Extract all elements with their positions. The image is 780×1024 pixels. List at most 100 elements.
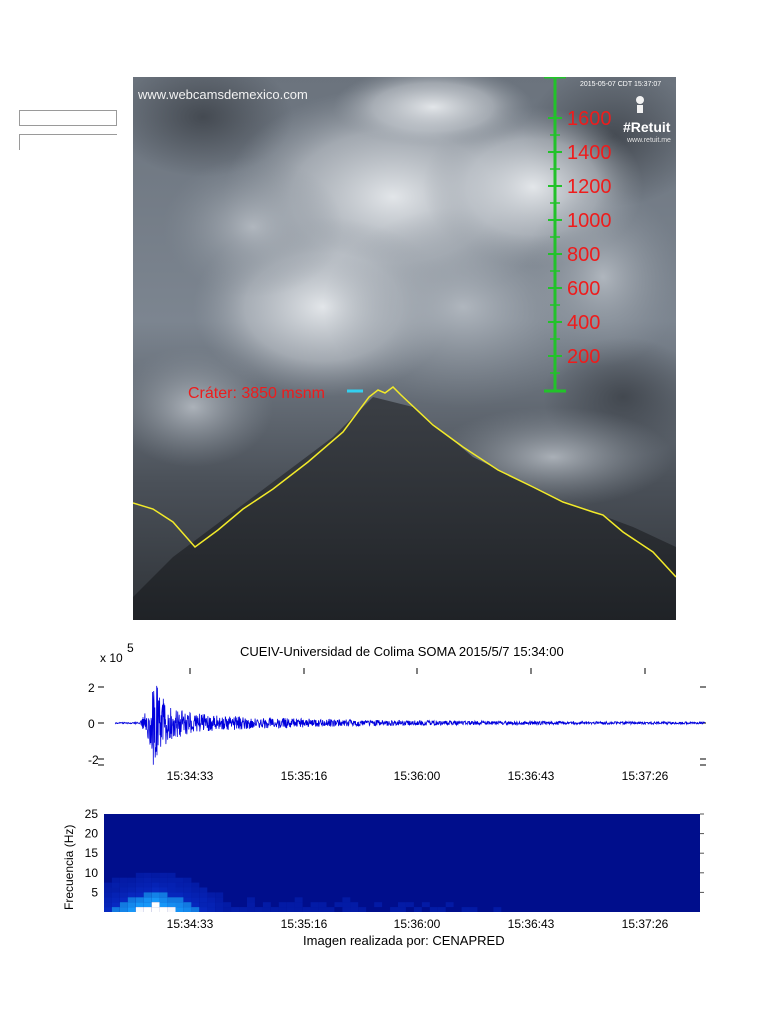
spectrogram-cell [247,902,255,908]
spectrogram-cell [175,902,184,908]
y-multiplier: x 10 [100,651,123,665]
spectrogram-cell [119,887,128,893]
spectrogram-cell [111,877,120,883]
spectrogram-cell [207,897,216,903]
spec-xtick-label: 15:34:33 [167,917,214,931]
spectrogram-cell [191,897,200,903]
spectrogram-cell [183,887,192,893]
spectrogram-cell [199,907,208,912]
spectrogram-cell [151,902,160,908]
spectrogram-cell [159,892,168,898]
spectrogram-cell [127,887,136,893]
spectrogram-cell [127,892,136,898]
spectrogram-chart: Frecuencia (Hz) 25 20 15 10 5 15:34:33 15:35:… [62,807,704,948]
spectrogram-cell [223,902,232,908]
spectrogram-cell [247,907,255,912]
spec-ytick-label: 25 [85,807,99,821]
spectrogram-cell [398,907,406,912]
spectrogram-cell [151,877,160,883]
scale-label: 600 [567,278,600,300]
spectrogram-cell [310,902,319,908]
spectrogram-cell [127,882,136,888]
spectrogram-cell [111,892,120,898]
spectrogram-cell [191,882,200,888]
spectrogram-cell [270,907,279,912]
seis-xtick-label: 15:37:26 [622,769,669,783]
spectrogram-cell [215,902,224,908]
spectrogram-cell [135,877,144,883]
retuit-brand: #Retuit [623,119,671,135]
spectrogram-cell [135,887,144,893]
spectrogram-cell [421,902,430,908]
spec-xtick-label: 15:36:00 [394,917,441,931]
form-box-2[interactable] [19,134,117,150]
spectrogram-cell [167,907,176,912]
spectrogram-cell [167,877,176,883]
spectrogram-cell [191,887,200,893]
spectrogram-cell [119,882,128,888]
spectrogram-cell [406,902,414,908]
spectrogram-cell [247,897,255,903]
spectrogram-cell [151,887,160,893]
spectrogram-cell [104,887,112,893]
spectrogram-cell [127,902,136,908]
spectrogram-cell [278,907,287,912]
spectrogram-cell [143,902,152,908]
spectrogram-cell [175,892,184,898]
spectrogram-cell [326,907,335,912]
y-exponent: 5 [127,641,134,655]
seis-xtick-label: 15:35:16 [281,769,328,783]
spectrogram-cell [183,882,192,888]
spectrogram-cell [159,877,168,883]
spectrogram-cell [318,902,327,908]
spectrogram-cell [302,907,311,912]
spec-ytick-label: 20 [85,827,99,841]
spectrogram-cell [191,892,200,898]
spectrogram-cell [199,902,208,908]
spectrogram-cell [167,872,176,878]
spectrogram-cell [104,882,112,888]
spectrogram-cell [104,907,112,912]
spectrogram-cell [429,907,438,912]
spectrogram-cell [310,907,319,912]
spectrogram-cell [119,902,128,908]
spectrogram-cell [175,877,184,883]
spectrogram-cell [215,892,224,898]
spectrogram-cell [334,902,343,908]
spectrogram-cell [358,907,367,912]
spec-xtick-label: 15:37:26 [622,917,669,931]
spectrogram-cell [262,907,271,912]
spectrogram-cell [143,887,152,893]
spectrogram-cell [342,902,351,908]
form-box-1[interactable] [19,110,117,126]
spectrogram-cell [143,907,152,912]
seis-xtick-label: 15:36:43 [508,769,555,783]
spectrogram-cell [294,897,303,903]
spectrogram-cell [437,907,446,912]
spectrogram-cell [104,892,112,898]
spectrogram-cell [119,897,128,903]
spectrogram-cell [167,882,176,888]
seis-xtick-label: 15:36:00 [394,769,441,783]
spectrogram-cell [374,902,383,908]
spectrogram-cell [493,907,502,912]
spectrogram-cell [135,892,144,898]
spectrogram-cell [469,907,478,912]
spectrogram-cell [151,872,160,878]
spectrogram-cell [350,902,359,908]
spectrogram-cell [159,882,168,888]
scale-label: 800 [567,244,600,266]
spectrogram-cell [151,897,160,903]
spectrogram-cell [183,897,192,903]
spectrogram-cell [167,902,176,908]
seismogram-title: CUEIV-Universidad de Colima SOMA 2015/5/… [240,644,564,659]
crater-label: Cráter: 3850 msnm [188,385,325,402]
spectrogram-credit: Imagen realizada por: CENAPRED [303,933,505,948]
spectrogram-cell [135,882,144,888]
seismogram-series [114,685,706,765]
spectrogram-cell [127,877,136,883]
spectrogram-cell [199,897,208,903]
spectrogram-cell [286,907,295,912]
spectrogram-cell [135,902,144,908]
spec-xtick-label: 15:36:43 [508,917,555,931]
